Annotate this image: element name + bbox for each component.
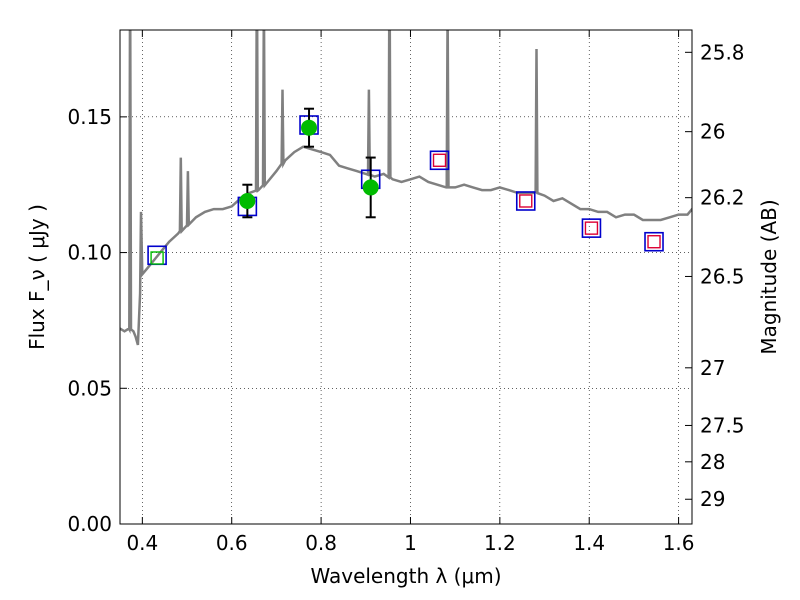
y-tick-label: 0.10 bbox=[67, 241, 112, 265]
x-tick-label: 0.8 bbox=[305, 531, 337, 555]
y-tick-label: 0.00 bbox=[67, 512, 112, 536]
mag-tick-label: 27 bbox=[700, 356, 725, 380]
x-tick-label: 0.6 bbox=[216, 531, 248, 555]
observed-point bbox=[362, 179, 379, 196]
model-photometry-marker bbox=[429, 150, 450, 171]
x-tick-label: 0.4 bbox=[126, 531, 158, 555]
y-tick-label: 0.05 bbox=[67, 376, 112, 400]
plot-area bbox=[120, 30, 692, 346]
predicted-marker bbox=[519, 194, 533, 208]
model-photometry-marker bbox=[515, 191, 536, 211]
observed-point bbox=[301, 119, 318, 136]
x-tick-label: 1 bbox=[404, 531, 417, 555]
predicted-marker bbox=[432, 153, 447, 167]
mag-tick-label: 26 bbox=[700, 120, 725, 144]
mag-tick-label: 25.8 bbox=[700, 40, 745, 64]
mag-tick-label: 26.2 bbox=[700, 186, 745, 210]
x-tick-label: 1.4 bbox=[573, 531, 605, 555]
model-photometry-marker bbox=[644, 231, 664, 252]
mag-tick-label: 29 bbox=[700, 487, 725, 511]
observed-point bbox=[239, 193, 256, 209]
mag-tick-label: 28 bbox=[700, 450, 725, 474]
x-tick-label: 1.6 bbox=[663, 531, 695, 555]
axis-ticks: 0.4 0.6 0.8 1 1.2 1.4 1.6 0.00 0.05 0.10 0.15 25.8 2… bbox=[67, 30, 745, 555]
model-spectrum-line bbox=[120, 30, 692, 346]
model-photometry-marker bbox=[581, 218, 602, 238]
observed-point bbox=[150, 251, 164, 265]
x-tick-label: 1.2 bbox=[484, 531, 516, 555]
predicted-marker bbox=[647, 235, 661, 249]
mag-tick-label: 26.5 bbox=[700, 264, 745, 288]
y-axis-right-title: Magnitude (AB) bbox=[757, 199, 781, 354]
mag-tick-label: 27.5 bbox=[700, 413, 745, 437]
predicted-marker bbox=[584, 221, 599, 235]
x-axis-title: Wavelength λ (μm) bbox=[310, 564, 501, 588]
y-tick-label: 0.15 bbox=[67, 105, 112, 129]
grid-lines bbox=[120, 30, 692, 525]
y-axis-title: Flux F_ν ( μJy ) bbox=[25, 204, 49, 350]
plot-frame bbox=[119, 29, 693, 525]
